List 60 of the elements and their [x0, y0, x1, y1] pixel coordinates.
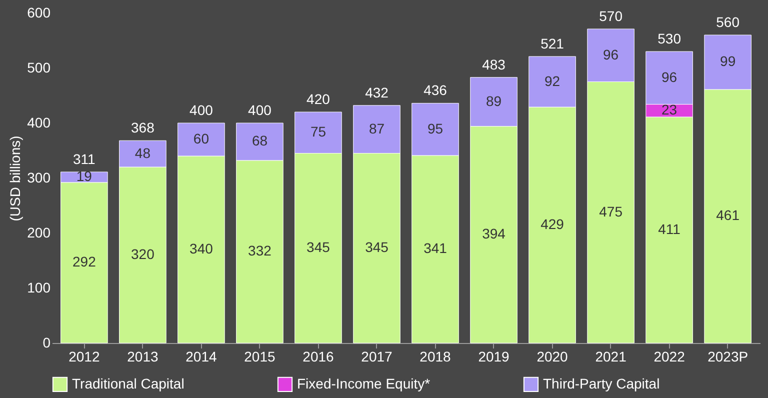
data-label: 394: [482, 226, 506, 242]
data-label: 48: [134, 144, 151, 161]
data-label: 292: [72, 254, 96, 270]
total-label: 570: [599, 8, 623, 24]
total-label: 530: [658, 30, 682, 46]
total-label: 436: [424, 82, 448, 98]
data-label: 87: [368, 120, 385, 136]
x-tick-label: 2016: [302, 348, 334, 364]
y-tick-label: 200: [27, 224, 51, 240]
x-tick-label: 2012: [68, 348, 100, 364]
data-label: 68: [252, 132, 268, 149]
data-label: 411: [658, 220, 681, 237]
total-label: 483: [482, 56, 506, 72]
x-tick-label: 2014: [186, 348, 217, 364]
total-label: 420: [306, 91, 330, 107]
data-label: 332: [248, 242, 272, 259]
data-label: 96: [603, 46, 619, 62]
y-tick-label: 0: [42, 334, 51, 350]
data-label: 96: [662, 68, 678, 85]
x-tick-label: 2013: [127, 348, 158, 364]
data-label: 345: [365, 239, 389, 256]
data-label: 345: [306, 239, 330, 256]
y-tick-label: 400: [27, 114, 51, 130]
y-tick-label: 600: [27, 4, 51, 20]
legend-label: Fixed-Income Equity*: [297, 375, 431, 392]
data-label: 92: [544, 72, 560, 89]
data-label: 23: [662, 102, 678, 118]
total-label: 400: [248, 102, 272, 118]
total-label: 432: [365, 84, 389, 100]
data-label: 99: [720, 53, 736, 70]
data-label: 461: [716, 207, 740, 224]
x-tick-label: 2017: [361, 348, 393, 364]
x-tick-label: 2015: [244, 348, 276, 364]
y-tick-label: 500: [27, 60, 51, 76]
legend-label: Traditional Capital: [72, 375, 184, 392]
total-label: 560: [716, 14, 740, 30]
data-label: 89: [486, 92, 502, 109]
x-tick-label: 2021: [595, 348, 627, 364]
data-label: 95: [427, 120, 444, 136]
legend-label: Third-Party Capital: [543, 375, 660, 392]
y-axis-title: (USD billions): [7, 136, 24, 222]
data-label: 19: [76, 168, 92, 184]
x-tick-label: 2020: [536, 348, 568, 364]
data-label: 340: [190, 240, 214, 256]
total-label: 311: [73, 150, 96, 167]
data-label: 475: [599, 203, 623, 220]
data-label: 75: [310, 124, 326, 140]
y-tick-label: 100: [27, 280, 51, 296]
total-label: 521: [540, 35, 564, 52]
data-label: 341: [424, 240, 448, 256]
x-tick-label: 2022: [654, 348, 686, 364]
y-tick-label: 300: [27, 170, 51, 186]
x-tick-label: 2019: [478, 348, 510, 364]
total-label: 400: [190, 102, 214, 118]
total-label: 368: [131, 120, 155, 136]
data-label: 60: [193, 130, 210, 146]
x-tick-label: 2018: [420, 348, 452, 364]
data-label: 320: [131, 246, 155, 262]
x-tick-label: 2023P: [708, 348, 748, 364]
data-label: 429: [540, 216, 564, 232]
